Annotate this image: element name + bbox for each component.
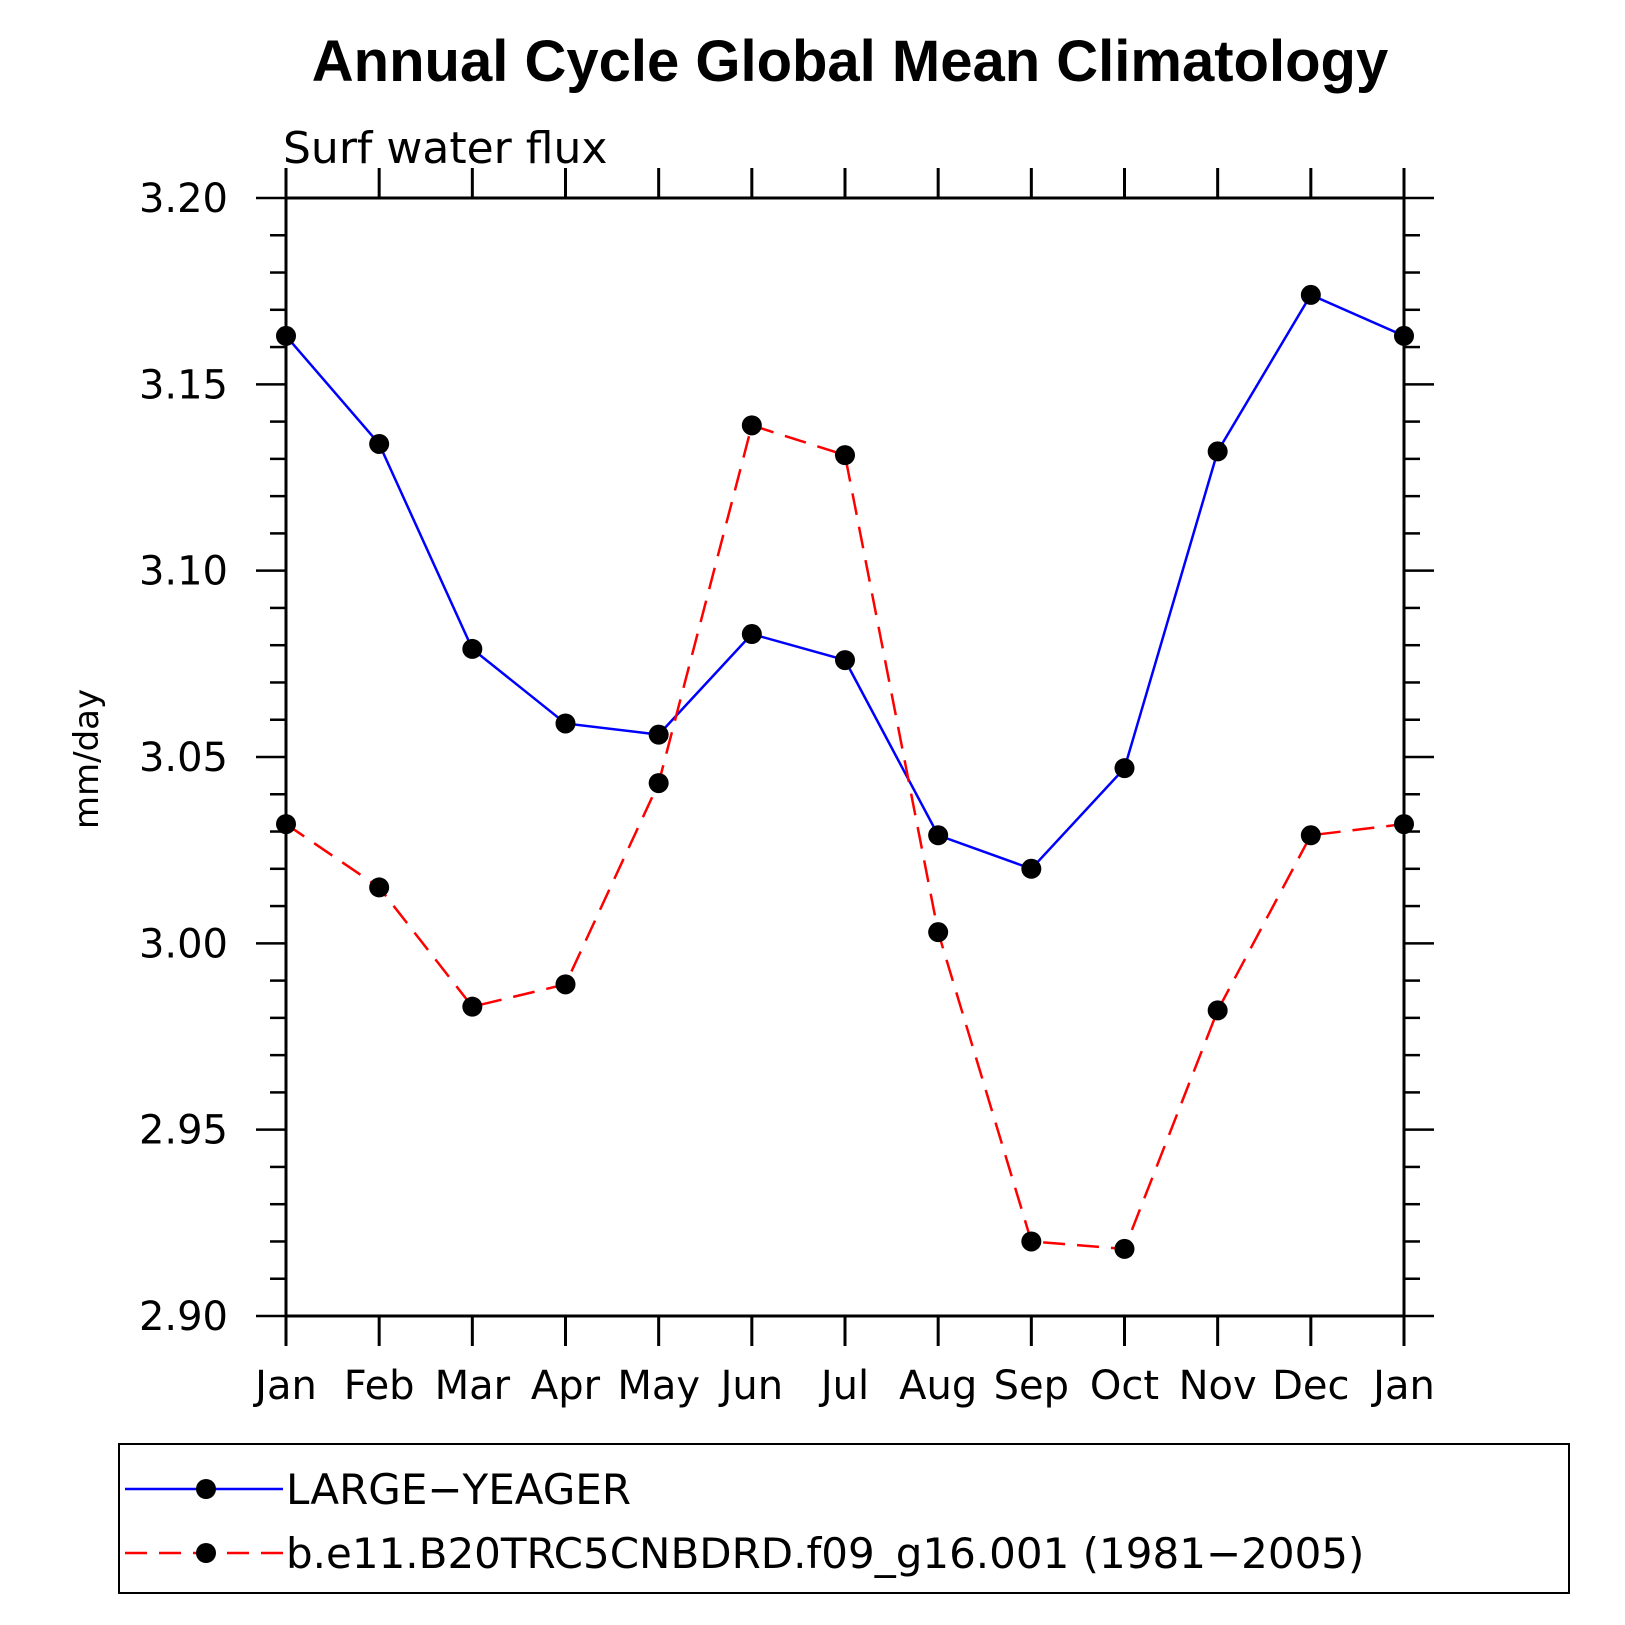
data-point [1207,1000,1228,1021]
y-axis-label: mm/day [67,689,107,829]
plot-axes: Jan Feb Mar Apr May Jun Jul Aug Sep Oct Nov Dec Jan 2… [139,168,1435,1409]
data-point [741,624,762,645]
x-tick-label: Nov [1179,1363,1257,1409]
legend-label: LARGE−YEAGER [286,1465,631,1514]
x-tick-label: Apr [531,1363,601,1409]
data-point [1207,441,1228,462]
data-point [276,814,296,835]
chart-subtitle: Surf water flux [283,123,607,174]
data-point [648,724,669,745]
data-point [462,996,483,1017]
legend-marker [196,1479,216,1499]
x-tick-label: Sep [994,1363,1069,1409]
y-tick-label: 3.10 [139,549,228,595]
data-point [369,877,390,898]
data-point [648,773,669,794]
y-tick-label: 3.00 [139,921,228,967]
x-tick-label: Oct [1090,1363,1159,1409]
data-point [928,825,949,846]
legend-label: b.e11.B20TRC5CNBDRD.f09_g16.001 (1981−20… [286,1529,1364,1578]
series-1 [276,284,1414,879]
y-tick-label: 2.90 [139,1294,228,1340]
x-tick-label: Mar [435,1363,511,1409]
data-point [1300,284,1321,305]
data-point [835,445,855,466]
data-point [555,713,576,734]
series-layer [276,284,1414,1259]
y-tick-label: 3.15 [139,362,228,408]
x-tick-label: May [617,1363,700,1409]
x-tick-label: Jul [818,1363,869,1409]
plot-frame [284,196,1406,1318]
x-tick-label: Jan [1370,1363,1435,1409]
legend-box [118,1443,1570,1594]
legend: LARGE−YEAGER b.e11.B20TRC5CNBDRD.f09_g16.… [125,1465,1364,1578]
x-tick-label: Feb [344,1363,415,1409]
y-tick-label: 3.05 [139,735,228,781]
data-point [1021,1231,1042,1252]
y-tick-label: 3.20 [139,176,228,222]
series-line [285,423,1405,1251]
series-2 [276,415,1414,1259]
data-point [369,433,390,454]
data-point [928,922,949,943]
y-tick-label: 2.95 [139,1108,228,1154]
data-point [835,650,855,671]
data-point [276,325,296,346]
data-point [462,638,483,659]
data-point [1114,758,1135,779]
data-point [1300,825,1321,846]
x-tick-label: Aug [899,1363,977,1409]
legend-marker [196,1543,216,1563]
data-point [1394,325,1414,346]
data-point [555,974,576,995]
data-point [1394,814,1414,835]
data-point [1021,858,1042,879]
data-point [1114,1238,1135,1259]
series-line [285,293,1405,871]
x-tick-label: Dec [1272,1363,1349,1409]
x-tick-label: Jan [252,1363,317,1409]
chart-title: Annual Cycle Global Mean Climatology [312,29,1388,94]
x-tick-label: Jun [718,1363,784,1409]
data-point [741,415,762,436]
